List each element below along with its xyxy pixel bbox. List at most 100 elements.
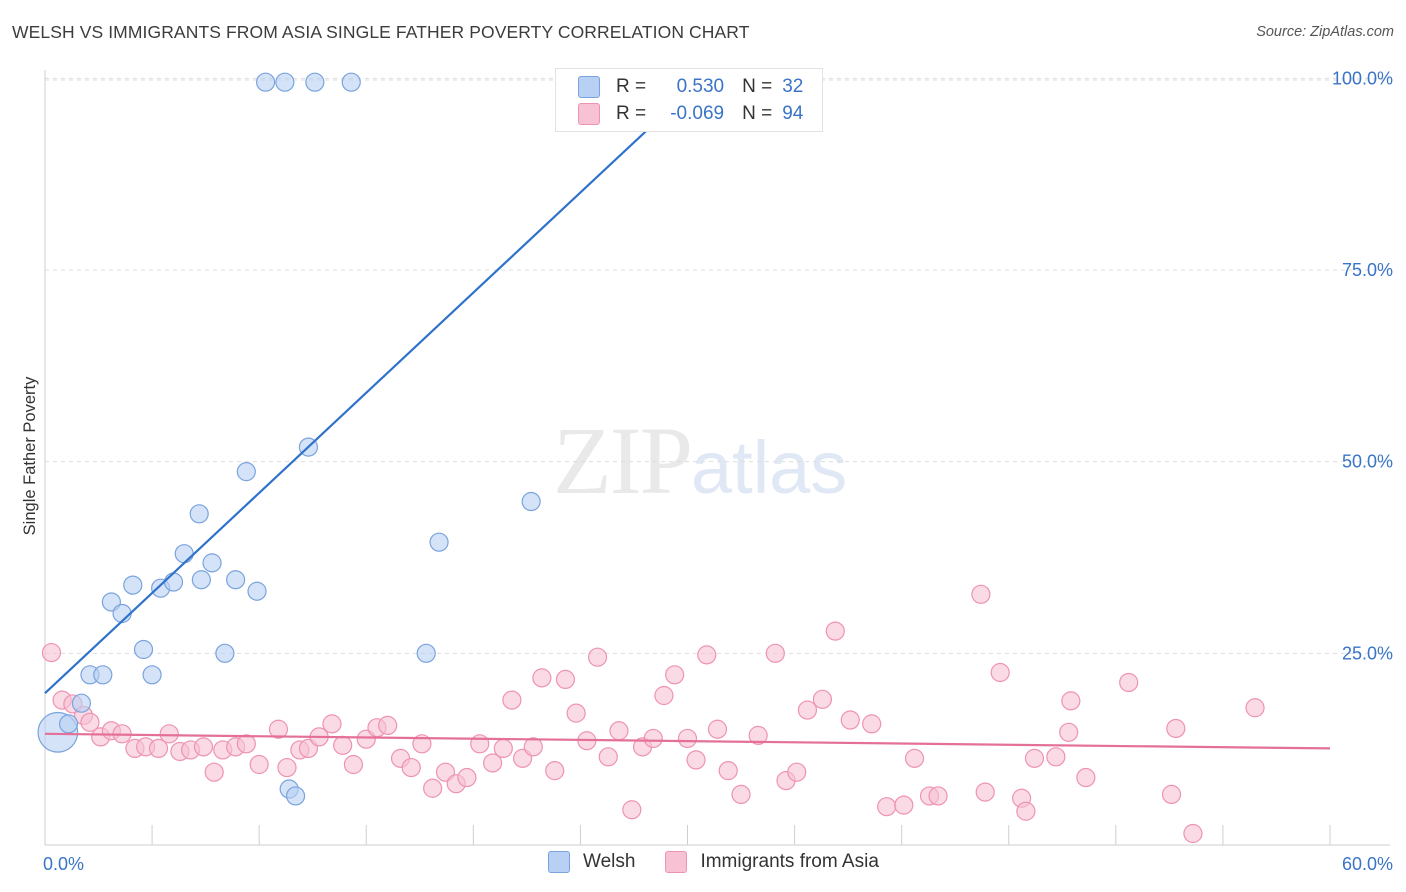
asia-point bbox=[523, 737, 543, 757]
welsh-point bbox=[429, 532, 449, 552]
asia-point bbox=[862, 714, 882, 734]
asia-point bbox=[193, 737, 214, 757]
asia-point bbox=[707, 719, 728, 739]
stats-box: R = 0.530 N = 32 R = -0.069 N = 94 bbox=[555, 68, 823, 132]
watermark: ZIPatlas bbox=[553, 405, 847, 516]
welsh-point bbox=[93, 665, 113, 685]
asia-point bbox=[840, 710, 860, 730]
asia-point bbox=[1024, 748, 1045, 768]
welsh-point bbox=[58, 714, 79, 734]
asia-point bbox=[470, 734, 490, 754]
legend-label-welsh: Welsh bbox=[583, 851, 636, 872]
asia-point bbox=[677, 728, 698, 749]
asia-swatch bbox=[578, 103, 600, 125]
asia-point bbox=[204, 762, 224, 782]
welsh-point bbox=[255, 72, 276, 92]
asia-point bbox=[812, 689, 833, 709]
asia-point bbox=[904, 748, 925, 768]
asia-point bbox=[1183, 823, 1203, 844]
welsh-point bbox=[285, 786, 306, 806]
y-axis-label: Single Father Poverty bbox=[21, 376, 39, 535]
welsh-point bbox=[142, 665, 162, 685]
asia-point bbox=[159, 724, 179, 744]
asia-point bbox=[587, 647, 608, 667]
asia-point bbox=[665, 665, 685, 685]
asia-point bbox=[423, 778, 443, 798]
asia-point bbox=[236, 734, 256, 754]
welsh-point bbox=[247, 581, 267, 601]
asia-point bbox=[622, 800, 642, 820]
asia-point bbox=[643, 728, 663, 749]
welsh-point bbox=[123, 575, 143, 595]
welsh-point bbox=[305, 72, 325, 92]
asia-point bbox=[765, 643, 785, 663]
welsh-swatch bbox=[578, 76, 600, 98]
legend-label-asia: Immigrants from Asia bbox=[700, 851, 879, 872]
y-tick-label: 100.0% bbox=[1332, 68, 1393, 88]
asia-point bbox=[268, 719, 289, 739]
asia-point bbox=[686, 750, 706, 770]
asia-point bbox=[748, 725, 768, 745]
welsh-point bbox=[71, 693, 92, 713]
asia-point bbox=[457, 767, 477, 788]
welsh-point bbox=[521, 491, 541, 512]
asia-point bbox=[343, 754, 363, 775]
legend-swatch-welsh bbox=[548, 851, 570, 873]
x-tick-label: 0.0% bbox=[43, 854, 84, 874]
chart-legend: Welsh Immigrants from Asia bbox=[548, 851, 909, 873]
asia-point bbox=[148, 738, 169, 759]
welsh-point bbox=[215, 643, 235, 663]
asia-point bbox=[566, 703, 586, 723]
welsh-point bbox=[174, 544, 194, 564]
welsh-r-value: 0.530 bbox=[676, 76, 725, 97]
asia-point bbox=[483, 753, 503, 773]
welsh-point bbox=[416, 643, 436, 663]
legend-swatch-asia bbox=[665, 851, 688, 873]
asia-point bbox=[894, 795, 914, 815]
asia-point bbox=[555, 669, 576, 690]
asia-r-value: -0.069 bbox=[670, 103, 725, 124]
asia-point bbox=[80, 712, 100, 732]
welsh-n-value: 32 bbox=[782, 76, 804, 97]
stats-row-welsh: R = 0.530 N = 32 bbox=[578, 74, 803, 100]
stats-r-label: R = bbox=[616, 76, 647, 97]
asia-point bbox=[697, 645, 717, 665]
asia-point bbox=[1059, 722, 1079, 742]
asia-point bbox=[928, 786, 948, 806]
asia-trend-line bbox=[44, 732, 1331, 750]
asia-point bbox=[1061, 691, 1081, 711]
stats-row-asia: R = -0.069 N = 94 bbox=[578, 101, 803, 127]
asia-point bbox=[1166, 718, 1186, 739]
asia-point bbox=[493, 738, 513, 759]
asia-point bbox=[249, 754, 269, 775]
asia-point bbox=[1161, 784, 1182, 805]
asia-point bbox=[545, 761, 565, 781]
asia-point bbox=[532, 668, 552, 688]
asia-n-value: 94 bbox=[782, 103, 804, 124]
asia-point bbox=[1046, 747, 1066, 767]
asia-point bbox=[825, 621, 845, 641]
stats-n-label: N = bbox=[742, 103, 773, 124]
asia-point bbox=[1119, 672, 1139, 693]
asia-point bbox=[41, 642, 62, 663]
asia-point bbox=[412, 734, 432, 754]
asia-point bbox=[378, 715, 398, 736]
asia-point bbox=[322, 714, 342, 734]
welsh-point bbox=[236, 462, 256, 482]
asia-point bbox=[975, 782, 995, 802]
welsh-point bbox=[202, 553, 222, 573]
y-tick-label: 25.0% bbox=[1342, 643, 1393, 663]
chart-source: Source: ZipAtlas.com bbox=[1256, 24, 1394, 40]
watermark-atlas: atlas bbox=[691, 426, 848, 509]
asia-point bbox=[787, 762, 807, 782]
welsh-point bbox=[226, 570, 246, 590]
welsh-point bbox=[189, 504, 209, 524]
legend-item-welsh: Welsh bbox=[548, 851, 635, 873]
asia-point bbox=[1245, 698, 1265, 718]
welsh-point bbox=[191, 570, 211, 590]
asia-point bbox=[797, 700, 818, 720]
asia-point bbox=[401, 757, 421, 778]
x-tick-label: 60.0% bbox=[1342, 854, 1393, 874]
asia-point bbox=[609, 721, 629, 741]
